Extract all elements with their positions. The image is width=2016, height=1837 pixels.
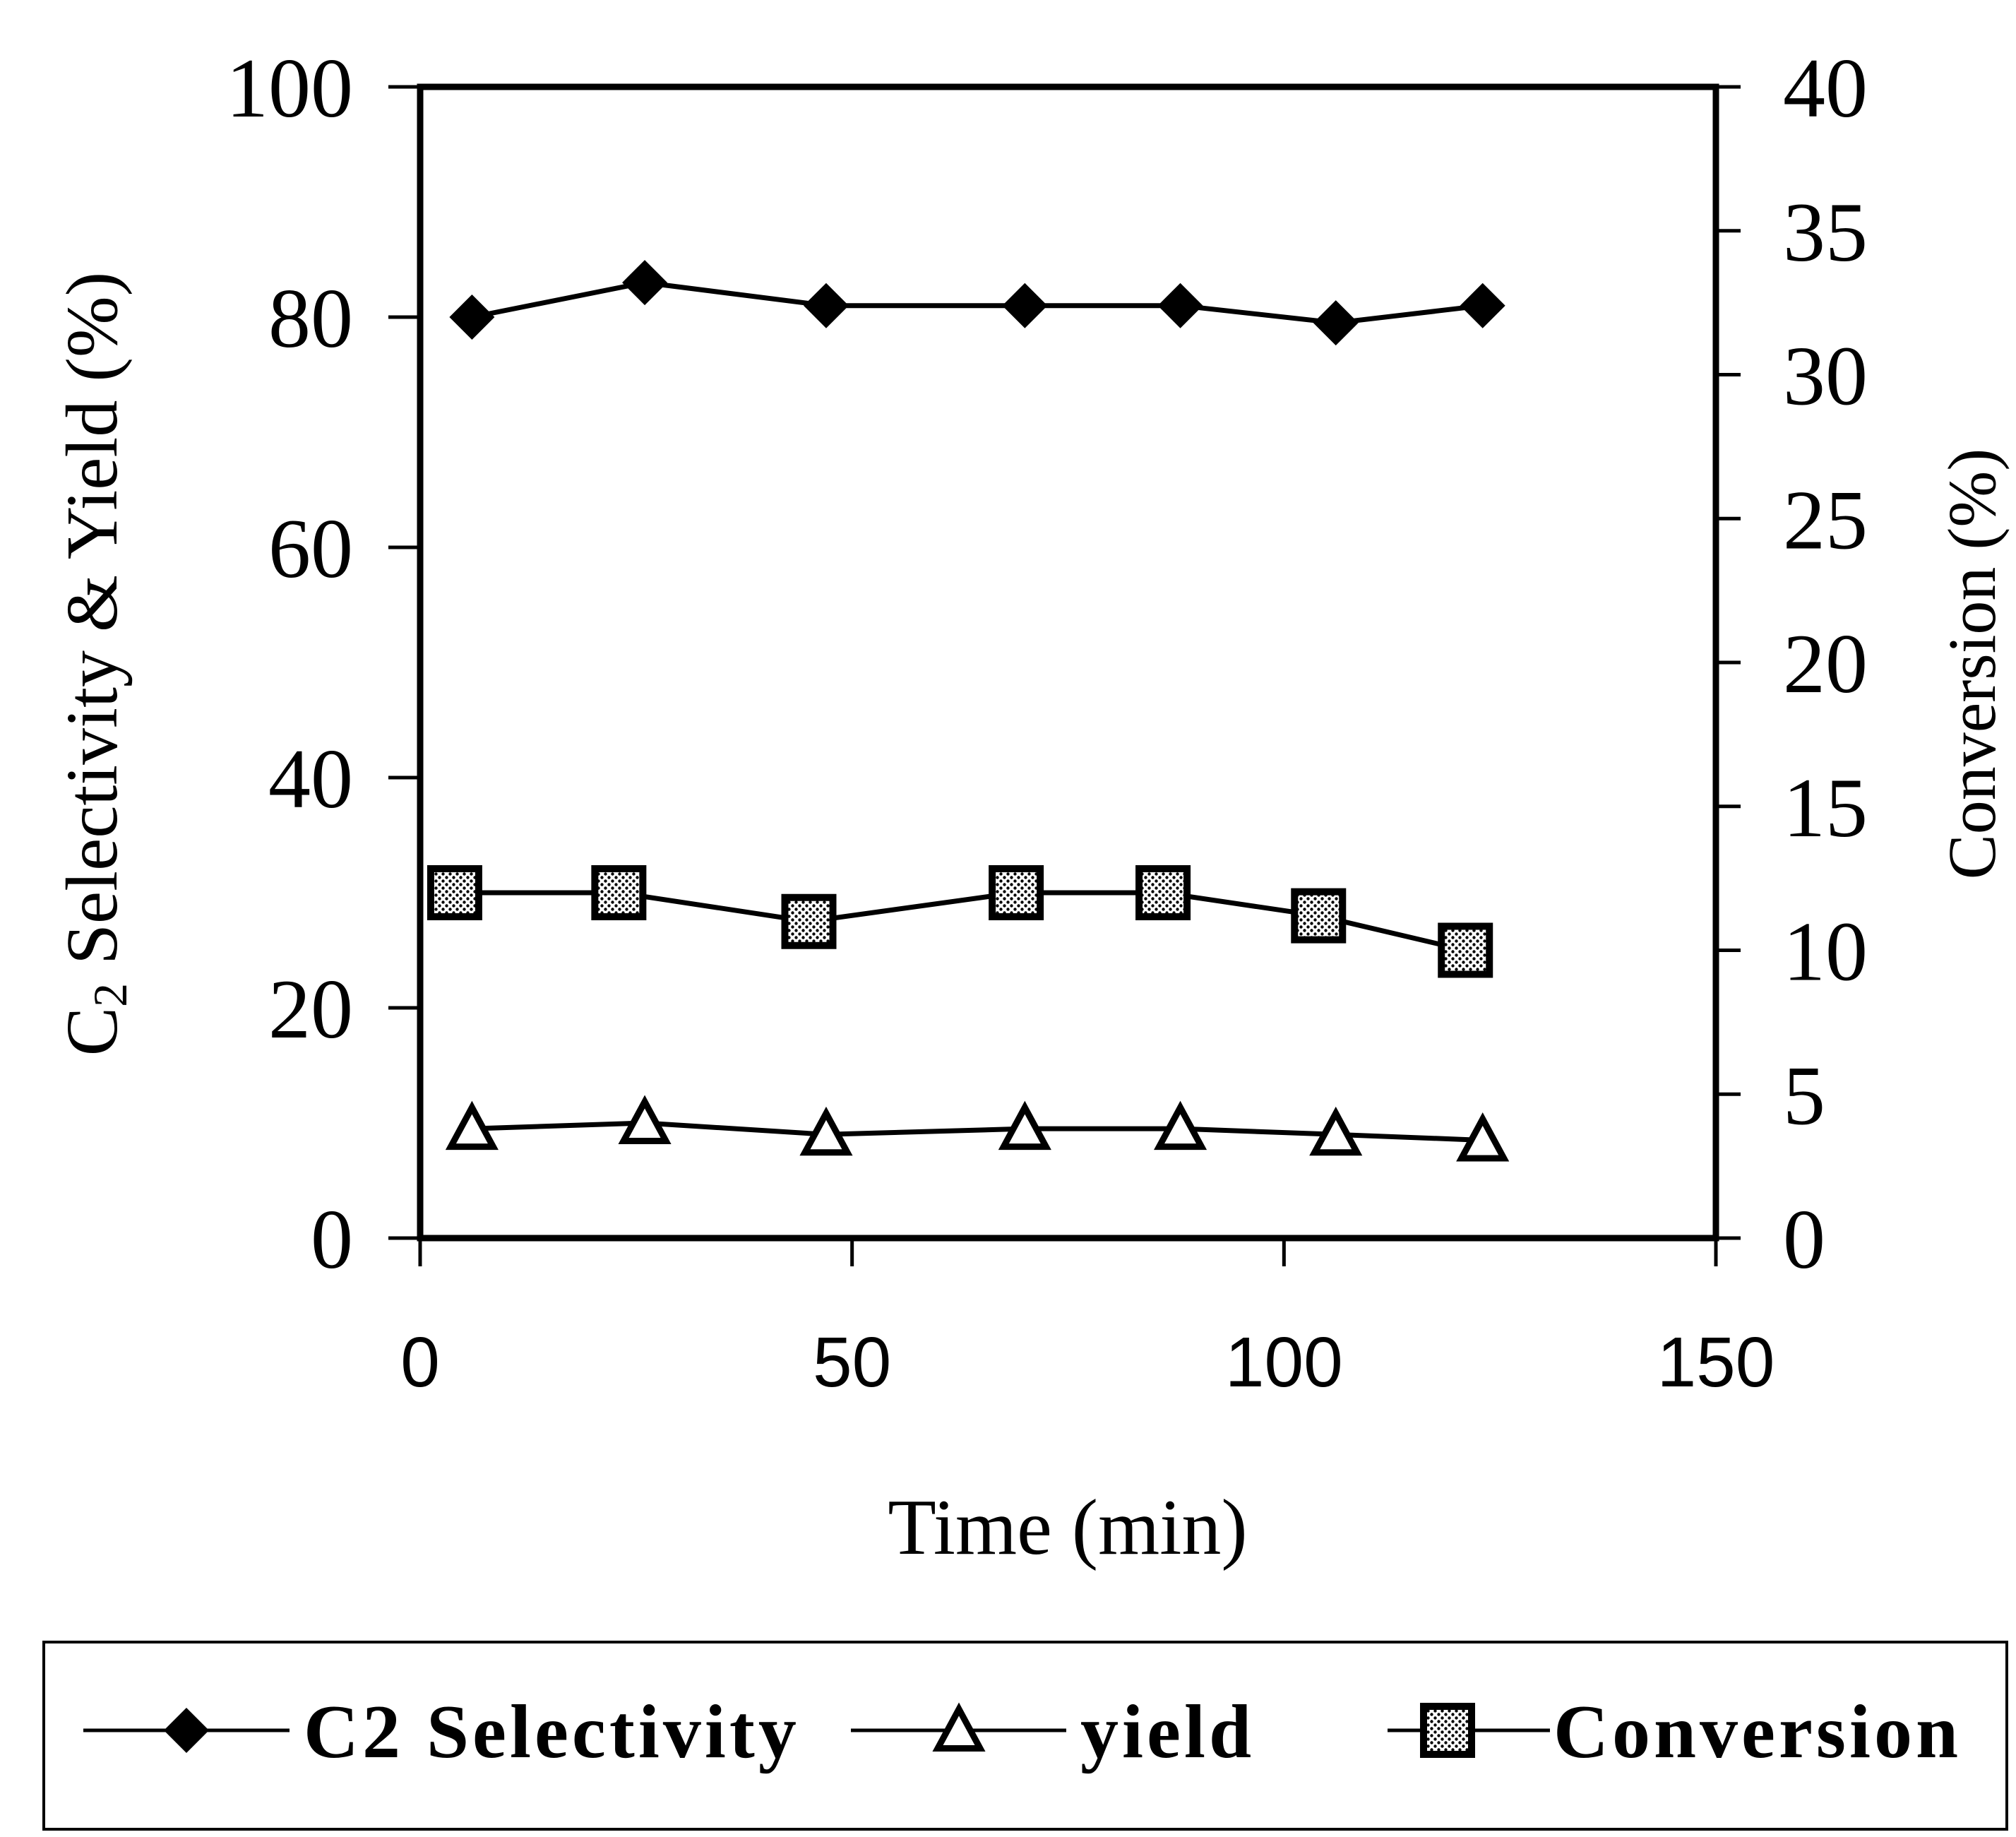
legend-box — [42, 1641, 2008, 1831]
y-left-tick-label: 20 — [268, 962, 353, 1056]
data-point-yield — [1456, 1112, 1510, 1162]
y-axis-left-label-prefix: C — [52, 1007, 133, 1056]
series-layer — [427, 260, 1510, 1162]
y-axis-right: 0 5 10 15 20 25 30 35 40 — [1716, 41, 1868, 1286]
data-point-yield — [445, 1100, 499, 1151]
x-tick-label: 0 — [400, 1323, 440, 1402]
legend: C2 Selectivity yield Conversion — [83, 1690, 1962, 1774]
y-right-tick-label: 20 — [1783, 617, 1868, 711]
y-axis-left-label-subscript: 2 — [83, 983, 137, 1007]
x-tick-label: 50 — [813, 1323, 891, 1402]
y-left-tick-label: 0 — [311, 1192, 353, 1286]
y-left-tick-label: 40 — [268, 732, 353, 826]
data-point-c2-selectivity — [1157, 283, 1203, 328]
plot-area — [417, 83, 1719, 1242]
legend-label-c2-selectivity: C2 Selectivity — [304, 1690, 800, 1774]
data-point-conversion — [781, 893, 837, 949]
y-right-tick-label: 30 — [1783, 329, 1868, 423]
data-point-c2-selectivity — [1460, 283, 1505, 328]
x-tick-label: 150 — [1657, 1323, 1775, 1402]
y-right-tick-label: 15 — [1783, 761, 1868, 855]
y-left-tick-label: 60 — [268, 501, 353, 595]
data-point-conversion — [591, 865, 647, 920]
x-axis-label: Time (min) — [888, 1484, 1247, 1571]
legend-label-conversion: Conversion — [1553, 1690, 1962, 1774]
data-point-c2-selectivity — [803, 283, 849, 328]
legend-marker-conversion — [1420, 1703, 1475, 1758]
y-axis-left-label-rest: Selectivity & Yield (%) — [52, 272, 133, 983]
data-point-yield — [998, 1100, 1051, 1151]
data-point-conversion — [427, 865, 482, 920]
legend-marker-c2-selectivity — [164, 1708, 209, 1753]
y-axis-left-label: C2 Selectivity & Yield (%) — [52, 272, 137, 1056]
y-right-tick-label: 5 — [1783, 1048, 1825, 1142]
x-axis: 0 50 100 150 — [400, 1238, 1775, 1402]
data-point-c2-selectivity — [622, 260, 668, 306]
y-axis-left: 0 20 40 60 80 100 — [226, 41, 420, 1286]
y-right-tick-label: 0 — [1783, 1192, 1825, 1286]
data-point-yield — [1309, 1106, 1363, 1156]
y-right-tick-label: 10 — [1783, 905, 1868, 999]
data-point-conversion — [1438, 922, 1493, 978]
data-point-yield — [1153, 1100, 1207, 1151]
data-point-yield — [618, 1095, 672, 1144]
data-point-c2-selectivity — [449, 295, 495, 340]
y-right-tick-label: 40 — [1783, 41, 1868, 135]
legend-marker-yield — [932, 1702, 986, 1752]
data-point-conversion — [1291, 888, 1347, 944]
x-tick-label: 100 — [1225, 1323, 1343, 1402]
y-left-tick-label: 100 — [226, 41, 353, 135]
data-point-conversion — [1135, 865, 1191, 920]
data-point-yield — [799, 1106, 853, 1156]
y-right-tick-label: 25 — [1783, 472, 1868, 566]
legend-label-yield: yield — [1080, 1690, 1255, 1774]
data-point-c2-selectivity — [1002, 283, 1048, 328]
y-right-tick-label: 35 — [1783, 185, 1868, 279]
y-axis-right-label: Conversion (%) — [1934, 448, 2010, 880]
data-point-c2-selectivity — [1313, 300, 1359, 346]
data-point-conversion — [989, 865, 1044, 920]
y-left-tick-label: 80 — [268, 271, 353, 365]
